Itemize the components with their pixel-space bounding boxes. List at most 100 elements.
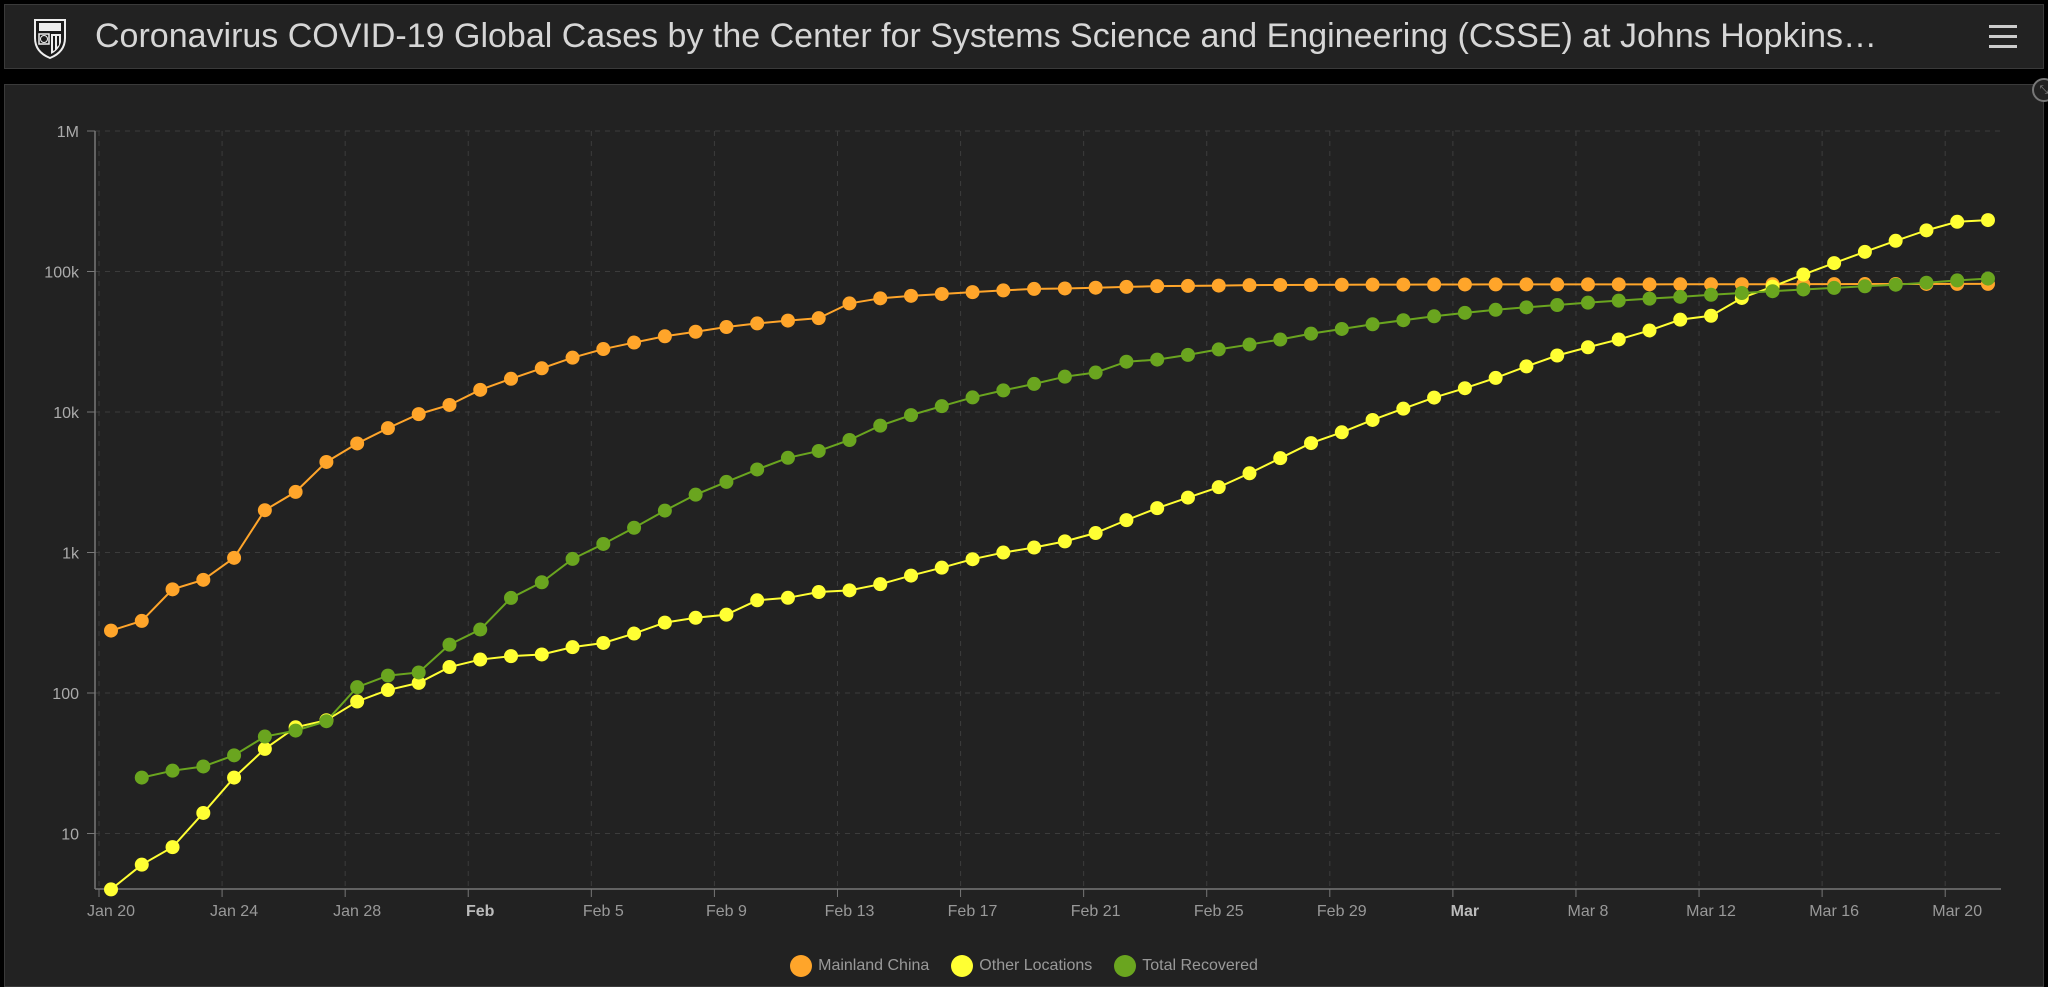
page-title: Coronavirus COVID-19 Global Cases by the… — [95, 17, 1878, 55]
data-point — [1334, 425, 1349, 440]
data-point — [473, 382, 488, 397]
data-point — [1396, 401, 1411, 416]
data-point — [1673, 289, 1688, 304]
data-point — [1457, 305, 1472, 320]
data-point — [504, 371, 519, 386]
data-point — [1211, 342, 1226, 357]
data-point — [350, 436, 365, 451]
data-point — [1027, 281, 1042, 296]
data-point — [596, 635, 611, 650]
x-tick-label: Feb 21 — [1071, 903, 1121, 920]
data-point — [719, 320, 734, 335]
data-point — [1365, 277, 1380, 292]
data-point — [1150, 352, 1165, 367]
data-point — [842, 432, 857, 447]
collapse-icon[interactable]: ⤡ — [2032, 78, 2048, 102]
data-point — [104, 882, 118, 897]
data-point — [1827, 280, 1842, 295]
x-tick-label: Feb 17 — [948, 903, 998, 920]
data-point — [1150, 501, 1165, 516]
data-point — [965, 552, 980, 567]
data-point — [934, 286, 949, 301]
y-tick-label: 1M — [57, 124, 79, 141]
data-point — [842, 296, 857, 311]
data-point — [1519, 300, 1534, 315]
data-point — [1180, 347, 1195, 362]
legend-swatch-icon — [951, 955, 974, 977]
data-point — [873, 291, 888, 306]
data-point — [1580, 277, 1595, 292]
data-point — [1796, 267, 1811, 282]
legend-swatch-icon — [1114, 955, 1137, 977]
data-point — [134, 770, 149, 785]
data-point — [565, 640, 580, 655]
data-point — [1088, 526, 1103, 541]
data-point — [719, 474, 734, 489]
x-tick-label: Mar 12 — [1686, 903, 1736, 920]
data-point — [1950, 214, 1965, 229]
data-point — [780, 450, 795, 465]
data-point — [227, 748, 242, 763]
legend-item[interactable]: Other Locations — [951, 955, 1092, 977]
data-point — [1242, 278, 1257, 293]
data-point — [534, 647, 549, 662]
data-point — [1119, 279, 1134, 294]
data-point — [1027, 540, 1042, 555]
data-point — [1057, 369, 1072, 384]
y-tick-label: 100k — [44, 265, 80, 282]
y-tick-label: 1k — [62, 546, 80, 563]
data-point — [811, 311, 826, 326]
data-point — [627, 520, 642, 535]
data-point — [904, 408, 919, 423]
data-point — [1734, 286, 1749, 301]
data-point — [288, 484, 303, 499]
data-point — [196, 805, 211, 820]
y-tick-label: 100 — [52, 686, 79, 703]
data-point — [1334, 277, 1349, 292]
data-point — [1888, 233, 1903, 248]
data-point — [442, 660, 457, 675]
data-point — [1273, 277, 1288, 292]
data-point — [750, 316, 765, 331]
data-point — [411, 665, 426, 680]
data-point — [1334, 321, 1349, 336]
hamburger-menu-icon[interactable] — [1979, 13, 2027, 61]
data-point — [1396, 277, 1411, 292]
data-point — [534, 361, 549, 376]
data-point — [627, 626, 642, 641]
data-point — [1427, 277, 1442, 292]
data-point — [534, 575, 549, 590]
data-point — [657, 503, 672, 518]
data-point — [1427, 309, 1442, 324]
data-point — [104, 623, 118, 638]
data-point — [411, 407, 426, 422]
data-point — [627, 335, 642, 350]
data-point — [873, 418, 888, 433]
data-point — [934, 399, 949, 414]
data-point — [165, 763, 180, 778]
legend-item[interactable]: Mainland China — [790, 955, 929, 977]
data-point — [996, 283, 1011, 298]
data-point — [565, 551, 580, 566]
data-point — [596, 536, 611, 551]
data-point — [1119, 354, 1134, 369]
data-point — [1550, 277, 1565, 292]
data-point — [134, 857, 149, 872]
data-point — [1580, 295, 1595, 310]
data-point — [965, 285, 980, 300]
data-point — [965, 390, 980, 405]
x-tick-label: Jan 20 — [87, 903, 135, 920]
data-point — [257, 503, 272, 518]
x-tick-label: Feb 25 — [1194, 903, 1244, 920]
data-point — [1980, 213, 1995, 228]
data-point — [380, 668, 395, 683]
data-point — [1304, 277, 1319, 292]
data-point — [1365, 412, 1380, 427]
data-point — [1180, 490, 1195, 505]
data-point — [1950, 273, 1965, 288]
data-point — [350, 694, 365, 709]
y-tick-label: 10k — [53, 405, 80, 422]
legend-item[interactable]: Total Recovered — [1114, 955, 1258, 977]
data-point — [1027, 376, 1042, 391]
series-line-mainland-china — [110, 282, 1988, 632]
